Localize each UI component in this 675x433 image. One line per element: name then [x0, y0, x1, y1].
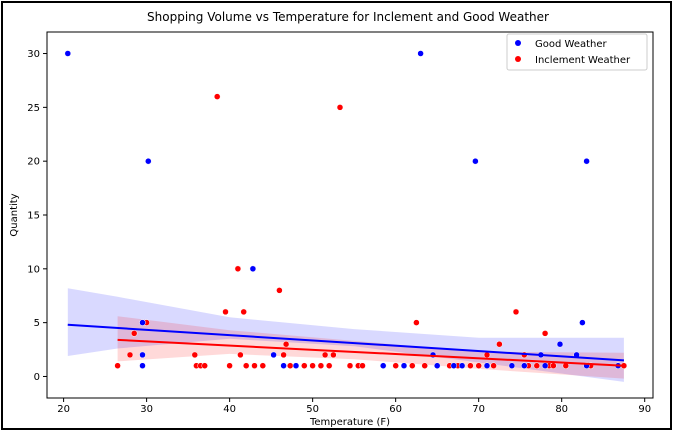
data-point-inclement	[483, 351, 491, 359]
data-point-inclement	[496, 340, 503, 348]
data-point-good	[139, 351, 146, 359]
data-point-good	[379, 362, 387, 369]
data-point-good	[292, 362, 300, 369]
data-point-good	[249, 265, 257, 273]
data-point-inclement	[259, 362, 267, 369]
data-point-inclement	[490, 362, 497, 369]
data-point-good	[270, 351, 277, 359]
data-point-inclement	[421, 362, 428, 369]
data-point-inclement	[330, 351, 337, 359]
data-point-good	[521, 362, 528, 369]
x-tick-label: 40	[223, 404, 236, 415]
y-tick-label: 25	[27, 103, 40, 114]
x-tick-label: 80	[555, 404, 568, 415]
data-point-inclement	[114, 362, 121, 369]
data-point-good	[458, 362, 466, 369]
legend-label-good-weather: Good Weather	[535, 39, 608, 50]
data-point-good	[400, 362, 408, 369]
data-point-good	[483, 362, 491, 369]
data-point-inclement	[409, 362, 416, 369]
data-point-inclement	[126, 351, 134, 359]
legend-marker-good-weather	[515, 40, 521, 46]
y-tick-label: 30	[27, 49, 40, 60]
data-point-inclement	[276, 287, 283, 294]
y-tick-label: 15	[27, 211, 40, 222]
data-point-good	[417, 50, 424, 57]
data-point-inclement	[201, 362, 208, 369]
y-tick-label: 20	[27, 157, 40, 168]
y-axis-label: Quantity	[9, 193, 20, 236]
data-point-inclement	[321, 351, 329, 359]
axes: 20 30 40 50 60 70 80 90 0 5 10 15 20 25 30	[27, 49, 651, 415]
y-tick-label: 0	[34, 372, 40, 383]
data-point-good	[139, 362, 146, 369]
data-point-good	[508, 362, 516, 369]
data-point-inclement	[346, 362, 354, 369]
data-point-inclement	[309, 362, 316, 369]
data-point-good	[541, 362, 549, 369]
data-point-good	[145, 157, 152, 165]
data-point-good	[280, 362, 287, 369]
data-point-inclement	[317, 362, 325, 369]
x-axis-label: Temperature (F)	[309, 417, 390, 428]
data-point-inclement	[533, 362, 541, 369]
data-point-inclement	[325, 362, 333, 369]
chart-title: Shopping Volume vs Temperature for Incle…	[147, 10, 549, 24]
x-tick-label: 20	[57, 404, 70, 415]
data-point-inclement	[392, 362, 399, 369]
regression-line-inclement	[117, 338, 624, 367]
data-point-inclement	[413, 319, 420, 326]
data-point-inclement	[301, 362, 308, 369]
confidence-band-1	[117, 316, 624, 379]
legend-label-inclement-weather: Inclement Weather	[535, 55, 631, 66]
data-point-inclement	[541, 330, 549, 337]
data-point-inclement	[226, 362, 233, 369]
data-point-inclement	[191, 351, 199, 359]
data-point-inclement	[213, 93, 221, 100]
data-point-good	[472, 157, 479, 165]
data-point-inclement	[130, 330, 138, 337]
data-point-inclement	[234, 265, 242, 273]
data-point-inclement	[467, 362, 474, 369]
x-tick-label: 90	[638, 404, 651, 415]
x-tick-label: 30	[140, 404, 153, 415]
data-point-inclement	[336, 104, 344, 111]
data-point-good	[556, 340, 564, 348]
x-tick-label: 60	[389, 404, 402, 415]
data-point-inclement	[240, 308, 247, 316]
plot-area	[64, 50, 628, 382]
data-point-inclement	[251, 362, 258, 369]
data-point-inclement	[222, 308, 229, 316]
legend: Good Weather Inclement Weather	[506, 33, 648, 71]
data-point-inclement	[237, 351, 244, 359]
data-point-inclement	[550, 362, 557, 369]
y-tick-label: 5	[34, 318, 40, 329]
data-point-inclement	[512, 308, 520, 316]
data-point-good	[433, 362, 441, 369]
data-point-inclement	[282, 340, 290, 348]
regression-line-good	[67, 323, 625, 362]
data-point-good	[139, 319, 146, 326]
data-point-good	[583, 157, 590, 165]
x-tick-label: 50	[306, 404, 319, 415]
data-point-inclement	[242, 362, 250, 369]
data-point-inclement	[286, 362, 294, 369]
data-point-inclement	[280, 351, 287, 359]
y-tick-label: 10	[27, 264, 40, 275]
legend-box	[506, 33, 648, 71]
data-point-good	[579, 319, 586, 326]
x-tick-label: 70	[472, 404, 485, 415]
data-point-inclement	[475, 362, 482, 369]
legend-marker-inclement-weather	[515, 56, 521, 62]
data-point-inclement	[359, 362, 366, 369]
data-point-good	[64, 50, 72, 57]
data-point-good	[450, 362, 458, 369]
